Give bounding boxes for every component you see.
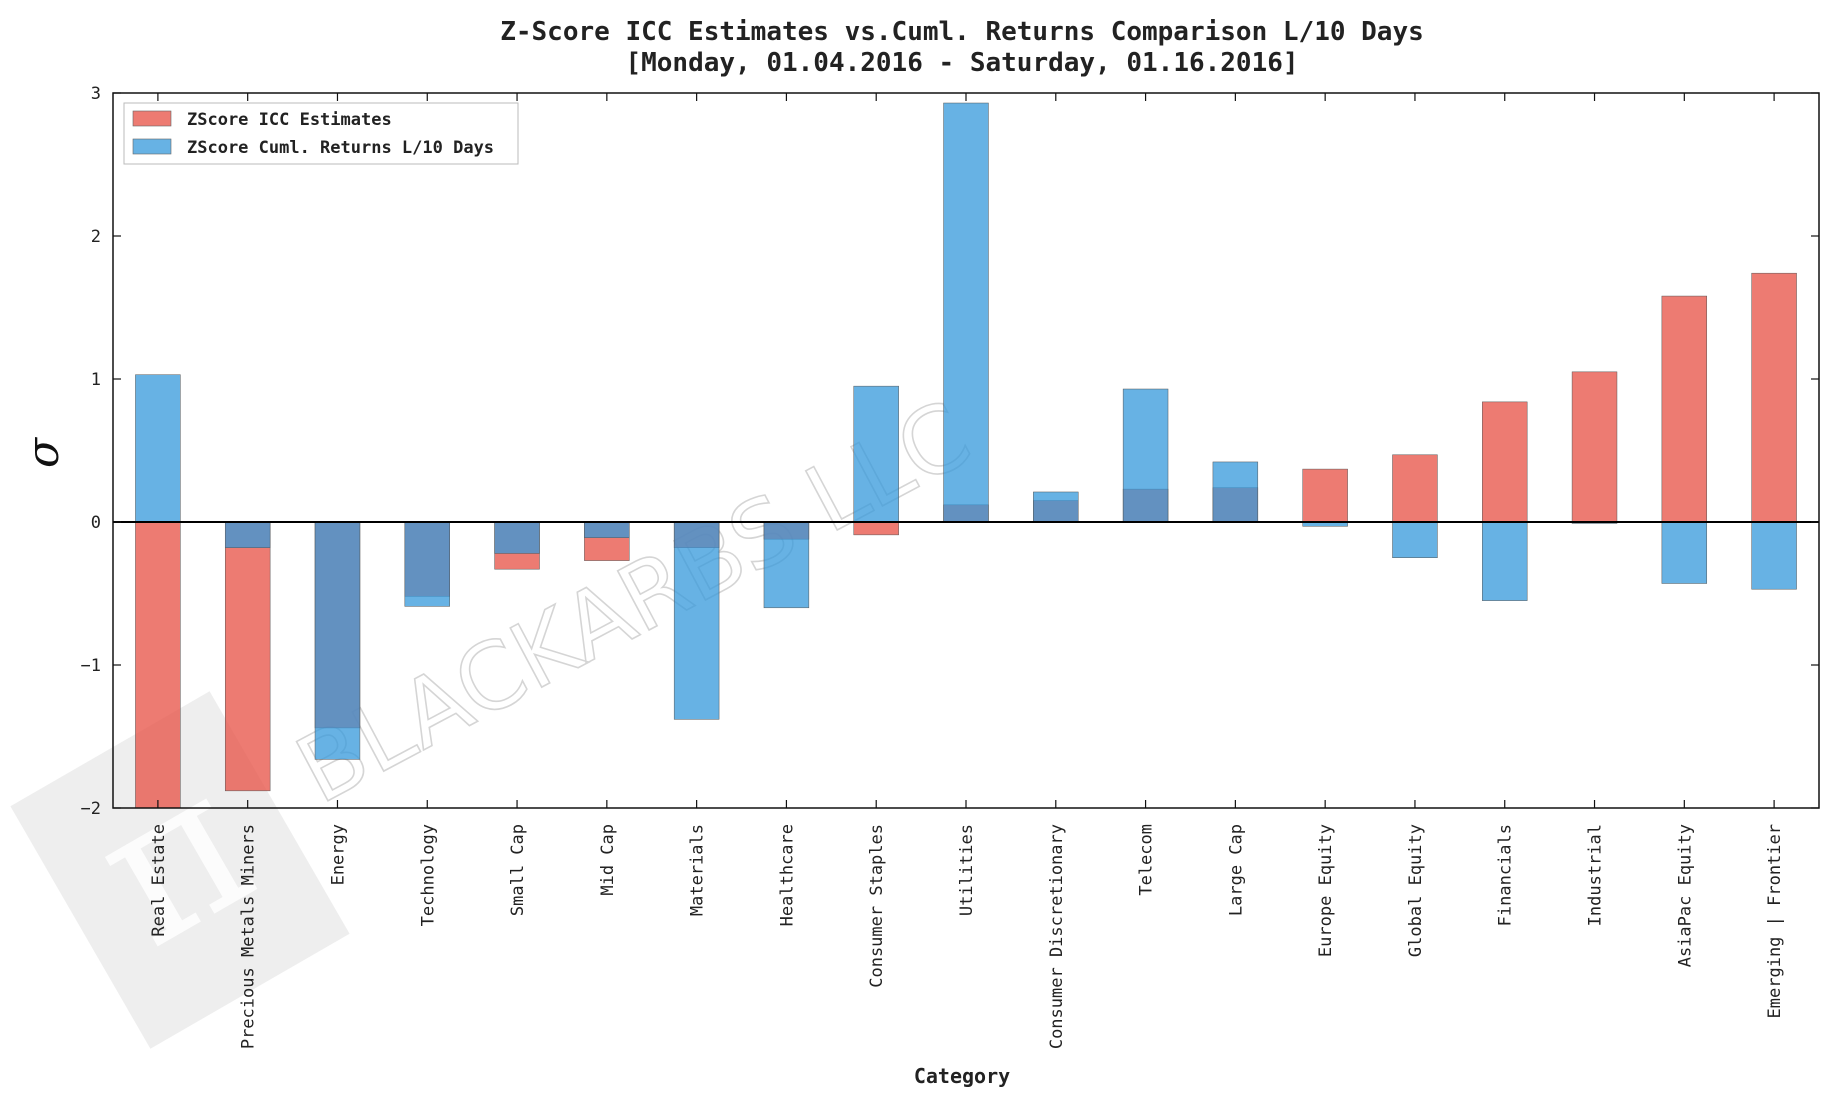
x-tick-label: Utilities [957,824,977,916]
x-tick-label: Materials [688,824,708,916]
bar-returns [135,374,181,523]
bar-icc [224,521,271,792]
legend-box [123,102,519,165]
x-axis-label: Category [914,1064,1010,1088]
x-tick-label: Technology [418,824,438,926]
bar-returns [763,521,810,609]
x-tick-label: Energy [329,824,349,885]
bar-returns [1751,521,1797,590]
bar-icc [1661,295,1708,523]
bar-returns [1661,521,1708,584]
bar-icc [135,521,181,809]
y-tick-label: 2 [91,227,101,247]
x-tick-labels: Real Estate Precious Metals Miners Energy T… [149,824,1785,1049]
x-tick-label: Emerging | Frontier [1765,824,1785,1018]
x-tick-label: Consumer Staples [867,824,887,988]
bar-icc [853,521,899,536]
bar-returns [584,521,630,538]
x-tick-label: Real Estate [149,824,169,937]
y-tick-label: −1 [81,656,101,676]
legend-swatch-icc [132,110,172,127]
bar-returns [1033,491,1079,523]
bar-returns [494,521,540,554]
bar-icc [1302,468,1348,523]
bar-icc [1392,454,1438,523]
chart-title: Z-Score ICC Estimates vs.Cuml. Returns C… [500,17,1424,47]
y-axis-label: σ [18,436,69,468]
watermark-logo-box [10,691,350,1049]
x-tick-label: Industrial [1586,824,1606,926]
x-tick-label: Europe Equity [1316,824,1336,957]
x-tick-label: Financials [1496,824,1516,926]
x-tick-label: Mid Cap [598,824,618,896]
y-tick-labels: 3 2 1 0 −1 −2 [81,84,101,819]
x-tick-label: AsiaPac Equity [1675,824,1695,967]
x-tick-label: Healthcare [777,824,797,926]
bar-icc [1751,272,1797,523]
legend-label-returns: ZScore Cuml. Returns L/10 Days [187,138,494,158]
y-tick-label: −2 [81,799,101,819]
bar-returns [404,521,450,607]
bar-returns [853,385,899,523]
bar-icc [1571,371,1618,523]
x-tick-label: Telecom [1137,824,1157,896]
bar-icc [1482,401,1528,523]
bar-returns [1482,521,1528,601]
x-tick-label: Precious Metals Miners [239,824,259,1049]
bar-returns [673,521,720,720]
bar-returns [314,521,361,760]
series-returns-bars [135,102,1797,760]
bar-returns [1122,388,1169,523]
y-tick-label: 0 [91,513,101,533]
bar-returns [224,521,271,548]
x-tick-label: Large Cap [1226,824,1246,916]
y-tick-label: 1 [91,370,101,390]
x-tick-label: Global Equity [1406,824,1426,957]
x-tick-label: Small Cap [508,824,528,916]
legend-label-icc: ZScore ICC Estimates [187,110,392,130]
axes [112,92,1820,809]
bar-returns [1392,521,1438,558]
chart-subtitle: [Monday, 01.04.2016 - Saturday, 01.16.20… [625,48,1298,78]
bar-returns [1212,461,1259,523]
legend-swatch-returns [132,138,172,155]
y-tick-label: 3 [91,84,101,104]
x-tick-label: Consumer Discretionary [1047,824,1067,1049]
legend: ZScore ICC Estimates ZScore Cuml. Return… [123,102,519,165]
bar-returns [943,102,989,523]
